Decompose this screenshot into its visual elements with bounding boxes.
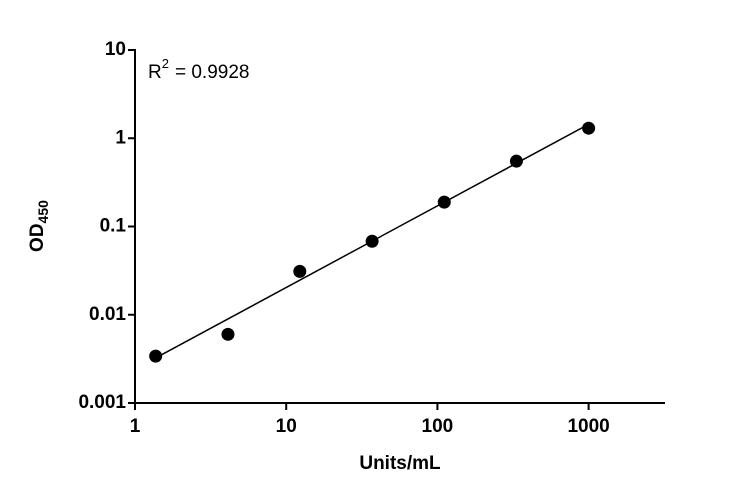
y-tick-label: 0.01 bbox=[89, 304, 126, 325]
point bbox=[221, 327, 235, 341]
point bbox=[149, 349, 163, 363]
point bbox=[582, 121, 596, 135]
y-tick-label: 0.1 bbox=[100, 216, 127, 237]
x-tick-label: 1 bbox=[130, 416, 141, 437]
y-tick-label: 1 bbox=[115, 127, 126, 148]
point bbox=[437, 195, 451, 209]
x-axis-label: Units/mL bbox=[359, 453, 441, 474]
y-tick-label: 0.001 bbox=[78, 392, 126, 413]
y-axis-label: OD450 bbox=[27, 200, 51, 252]
x-tick-label: 1000 bbox=[567, 416, 609, 437]
point bbox=[365, 234, 379, 248]
y-tick-label: 10 bbox=[105, 39, 126, 60]
point bbox=[293, 264, 307, 278]
point bbox=[509, 154, 523, 168]
annotation: R2 = 0.9928 bbox=[148, 56, 249, 83]
x-tick-label: 100 bbox=[422, 416, 454, 437]
x-tick-label: 10 bbox=[276, 416, 297, 437]
